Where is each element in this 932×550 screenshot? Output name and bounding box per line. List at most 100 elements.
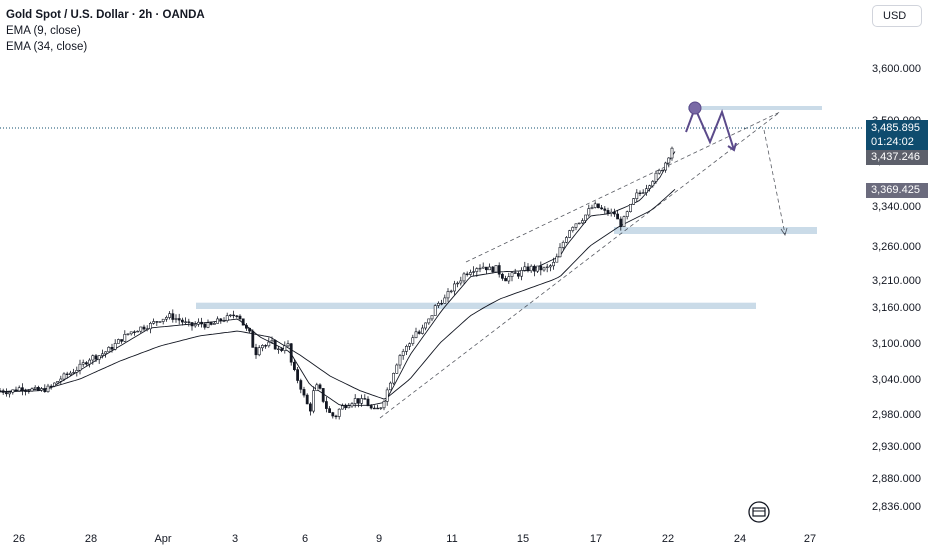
- chart-legend: Gold Spot / U.S. Dollar · 2h · OANDA EMA…: [6, 7, 205, 55]
- candle-up: [552, 261, 556, 267]
- candle-up: [478, 267, 482, 270]
- candle-up: [257, 347, 261, 356]
- candle-up: [424, 322, 428, 329]
- candle-up: [558, 247, 562, 258]
- candle-up: [408, 343, 412, 347]
- candle-down: [299, 380, 303, 390]
- candle-down: [238, 315, 242, 320]
- candle-up: [657, 170, 661, 174]
- candle-down: [504, 278, 508, 282]
- candle-down: [526, 266, 530, 272]
- resistance-zone: [688, 106, 822, 110]
- candle-up: [353, 398, 357, 404]
- x-tick-label: Apr: [154, 533, 171, 545]
- candle-up: [11, 389, 15, 393]
- candle-down: [280, 348, 284, 351]
- currency-button[interactable]: USD: [872, 5, 922, 27]
- candle-down: [321, 388, 325, 402]
- candle-up: [75, 369, 79, 373]
- candle-up: [123, 333, 127, 342]
- x-tick-label: 6: [302, 533, 308, 545]
- candle-up: [475, 268, 479, 272]
- candle-up: [449, 290, 453, 293]
- candle-up: [129, 331, 133, 335]
- x-tick-label: 26: [13, 533, 25, 545]
- candle-up: [117, 339, 120, 344]
- ema34-legend[interactable]: EMA (34, close): [6, 41, 88, 53]
- candle-up: [113, 343, 117, 350]
- symbol-title[interactable]: Gold Spot / U.S. Dollar · 2h · OANDA: [6, 9, 205, 21]
- replay-icon[interactable]: [748, 501, 770, 523]
- candle-up: [17, 387, 21, 392]
- candle-up: [165, 317, 168, 320]
- candle-up: [577, 222, 581, 225]
- candle-up: [139, 326, 143, 332]
- candle-up: [548, 265, 552, 268]
- forecast-arrowhead: [727, 142, 737, 152]
- candle-up: [52, 382, 56, 387]
- candle-up: [472, 271, 476, 273]
- candle-down: [110, 346, 114, 350]
- y-tick-label: 3,260.000: [872, 241, 921, 253]
- candle-up: [443, 297, 447, 304]
- candle-down: [596, 203, 600, 209]
- trend-channel: [379, 111, 781, 419]
- candle-down: [49, 385, 53, 388]
- candle-down: [24, 390, 28, 392]
- bar-countdown: 01:24:02: [871, 136, 914, 148]
- ema9-line: [0, 151, 676, 406]
- candle-up: [414, 331, 418, 338]
- candle-up: [136, 330, 140, 333]
- candle-up: [593, 203, 597, 208]
- candle-up: [69, 372, 72, 376]
- candle-up: [427, 318, 431, 324]
- support-zone-upper: [614, 227, 817, 234]
- candle-down: [331, 412, 335, 417]
- candle-up: [507, 276, 511, 282]
- candle-up: [126, 333, 130, 335]
- candle-down: [296, 369, 300, 381]
- candle-up: [459, 280, 463, 284]
- candle-up: [625, 211, 629, 217]
- candle-up: [660, 169, 664, 172]
- candle-up: [360, 398, 364, 404]
- candle-up: [523, 266, 527, 271]
- candle-up: [452, 283, 456, 292]
- candle-down: [318, 384, 322, 389]
- y-tick-label: 3,040.000: [872, 374, 921, 386]
- forecast-start-dot: [688, 101, 702, 115]
- candle-down: [356, 398, 360, 404]
- candle-up: [40, 388, 44, 391]
- candle-up: [433, 305, 437, 316]
- x-tick-label: 3: [232, 533, 238, 545]
- forecast-zigzag: [685, 105, 735, 151]
- candle-up: [462, 273, 466, 282]
- candle-down: [14, 389, 18, 392]
- candle-down: [612, 211, 616, 215]
- candle-up: [392, 372, 396, 384]
- candle-up: [430, 315, 434, 320]
- candle-down: [539, 265, 543, 271]
- x-tick-label: 17: [590, 533, 602, 545]
- candle-down: [235, 315, 239, 317]
- candle-down: [1, 390, 5, 393]
- candle-up: [420, 327, 424, 334]
- ema9-legend[interactable]: EMA (9, close): [6, 25, 81, 37]
- candle-down: [491, 266, 495, 273]
- candle-up: [481, 266, 485, 269]
- candle-up: [510, 272, 514, 277]
- candle-up: [145, 328, 149, 330]
- candle-up: [193, 323, 197, 327]
- forecast-path: [685, 101, 788, 236]
- candle-down: [363, 398, 367, 400]
- candle-up: [197, 321, 200, 325]
- candle-up: [213, 323, 216, 325]
- candle-down: [369, 405, 373, 409]
- candle-down: [5, 392, 8, 395]
- candle-up: [72, 372, 76, 374]
- candle-down: [334, 415, 338, 418]
- candle-up: [270, 339, 274, 343]
- candle-up: [56, 381, 60, 384]
- y-tick-label: 3,600.000: [872, 63, 921, 75]
